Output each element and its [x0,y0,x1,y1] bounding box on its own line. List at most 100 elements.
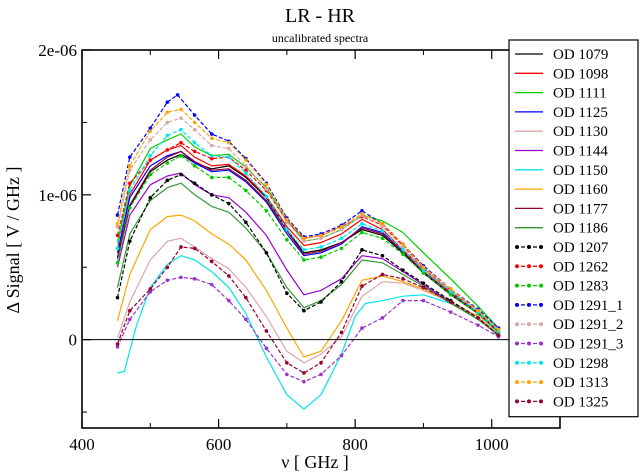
data-point [227,201,231,206]
legend-marker [515,302,519,307]
data-point [496,333,501,338]
data-point [339,279,344,284]
legend-item: OD 1262 [515,259,608,275]
legend-marker [515,264,519,269]
data-point [339,353,344,358]
data-point [148,290,153,294]
data-point [339,236,344,241]
data-point [244,164,248,168]
legend-item: OD 1291_2 [515,317,623,333]
series-line [116,145,499,330]
legend-marker [527,399,531,404]
data-point [380,224,385,229]
data-point [115,345,120,349]
data-point [227,146,231,151]
data-point [165,278,170,283]
legend-label: OD 1160 [553,182,608,198]
legend-label: OD 1111 [553,86,607,102]
data-point [264,182,269,187]
legend-label: OD 1177 [553,201,608,217]
data-point [148,172,153,177]
legend-marker [527,360,531,365]
data-point [244,168,248,173]
data-point [285,361,289,365]
series-od-1262 [115,140,501,332]
data-point [179,172,183,177]
legend-marker [515,399,519,404]
legend-marker [527,380,531,385]
data-point [285,217,289,222]
chart-title: LR - HR [285,5,356,27]
data-point [244,317,248,322]
data-point [192,120,197,125]
legend-item: OD 1079 [515,47,608,63]
data-point [339,246,344,251]
legend-item: OD 1111 [515,86,607,102]
data-point [179,140,183,145]
data-point [476,308,480,313]
legend-marker [515,283,519,288]
y-axis-label: Δ Signal [ V / GHz ] [3,167,23,314]
data-point [179,245,183,249]
series-line [116,142,499,330]
data-point [165,178,170,183]
data-point [115,342,120,346]
data-point [209,132,214,136]
legend-marker [527,302,531,307]
data-point [115,221,120,226]
legend-label: OD 1262 [553,259,608,275]
series-od-1177 [116,150,499,332]
series-od-1098 [116,145,499,330]
series-od-1325 [115,245,501,375]
data-point [165,120,170,125]
data-point [285,372,289,377]
legend-item: OD 1098 [515,66,608,82]
data-point [192,164,197,168]
legend-item: OD 1291_1 [515,298,623,314]
legend-marker [515,380,519,385]
data-point [401,268,405,272]
legend-label: OD 1325 [553,394,608,410]
data-point [209,156,214,161]
x-tick-label: 800 [342,435,368,454]
data-point [339,224,344,229]
legend-marker [527,283,531,288]
data-point [227,298,231,303]
legend-label: OD 1291_3 [553,337,623,353]
x-axis-label: ν [ GHz ] [281,452,349,472]
data-point [264,346,269,351]
legend-marker [515,341,519,346]
data-point [302,258,306,262]
legend-label: OD 1298 [553,356,608,372]
data-point [319,255,323,259]
data-point [128,308,132,313]
y-tick-label: 0 [69,331,78,350]
data-point [209,193,214,197]
x-tick-label: 600 [206,435,232,454]
data-point [165,110,170,115]
legend-marker [539,302,543,307]
data-point [360,326,364,330]
data-point [179,127,183,132]
data-point [496,327,501,332]
x-tick-label: 400 [69,435,95,454]
data-point [380,253,385,258]
data-point [192,149,197,154]
series-od-1313 [115,107,501,332]
legend-label: OD 1079 [553,47,608,63]
plot-area [115,93,501,410]
data-point [148,287,153,291]
data-point [227,155,231,159]
legend-marker [515,245,519,249]
series-line [116,153,499,332]
legend-label: OD 1283 [553,279,608,295]
series-od-1125 [116,150,499,333]
data-point [401,298,405,303]
data-point [401,277,405,281]
legend-item: OD 1150 [515,163,608,179]
series-line [116,150,499,333]
data-point [380,316,385,320]
data-point [148,195,153,200]
legend-label: OD 1291_1 [553,298,623,314]
